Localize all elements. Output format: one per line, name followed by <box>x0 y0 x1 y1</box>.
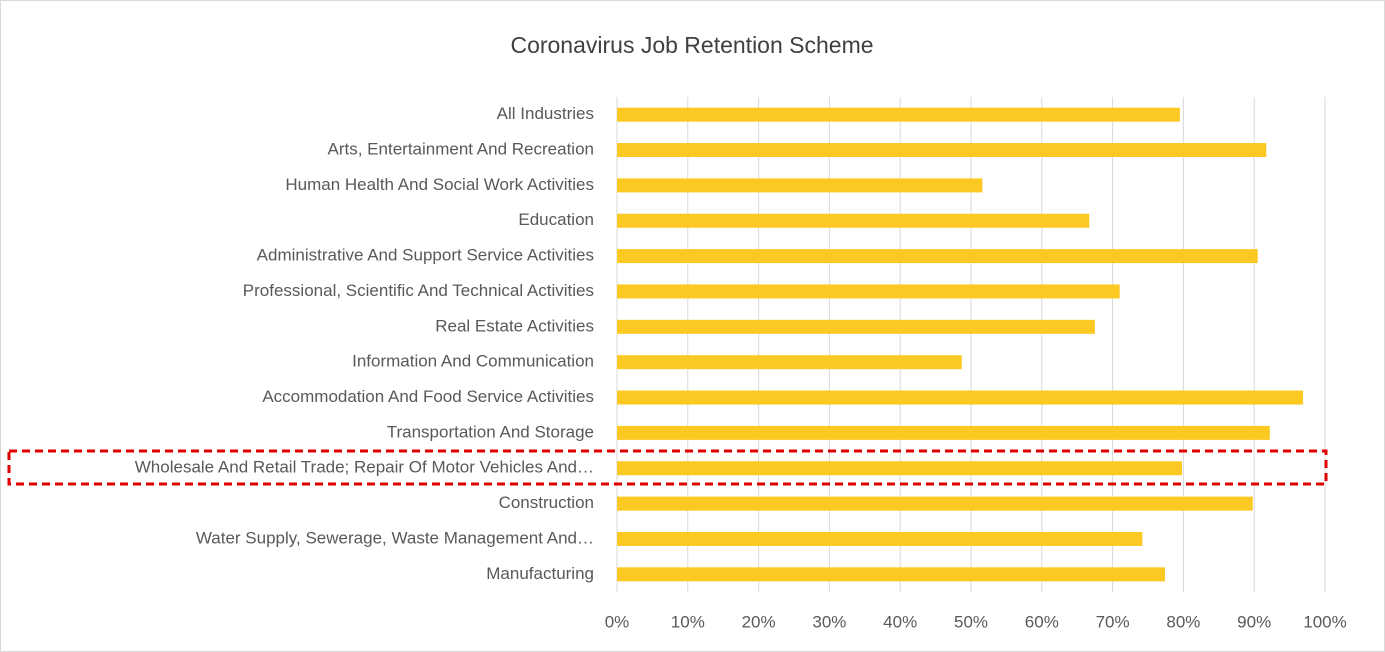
bar <box>617 496 1253 511</box>
x-tick-label: 30% <box>812 612 846 631</box>
x-tick-label: 10% <box>671 612 705 631</box>
x-tick-label: 100% <box>1303 612 1346 631</box>
y-tick-label: Water Supply, Sewerage, Waste Management… <box>196 528 594 547</box>
y-tick-label: Education <box>518 210 594 229</box>
x-tick-label: 40% <box>883 612 917 631</box>
chart-title: Coronavirus Job Retention Scheme <box>510 32 873 58</box>
bar <box>617 143 1267 158</box>
bar <box>617 567 1165 582</box>
bar <box>617 355 962 370</box>
bar <box>617 461 1182 476</box>
x-tick-label: 90% <box>1237 612 1271 631</box>
x-tick-label: 50% <box>954 612 988 631</box>
y-tick-label: Transportation And Storage <box>387 422 594 441</box>
bar <box>617 425 1270 440</box>
x-tick-label: 70% <box>1096 612 1130 631</box>
y-tick-label: Arts, Entertainment And Recreation <box>328 140 594 159</box>
bar <box>617 178 983 193</box>
y-tick-label: Administrative And Support Service Activ… <box>257 246 594 265</box>
bar <box>617 319 1095 334</box>
y-tick-label: Real Estate Activities <box>435 316 594 335</box>
bar <box>617 213 1090 228</box>
y-tick-label: Construction <box>499 493 594 512</box>
bar <box>617 249 1258 264</box>
highlight-box <box>7 449 1328 486</box>
bar <box>617 531 1143 546</box>
y-tick-label: Manufacturing <box>486 564 594 583</box>
y-tick-label: Information And Communication <box>352 352 594 371</box>
x-tick-label: 60% <box>1025 612 1059 631</box>
x-tick-label: 0% <box>605 612 630 631</box>
y-tick-label: Human Health And Social Work Activities <box>285 175 594 194</box>
bar <box>617 284 1120 299</box>
y-tick-label: Accommodation And Food Service Activitie… <box>262 387 594 406</box>
x-tick-label: 20% <box>742 612 776 631</box>
x-tick-label: 80% <box>1166 612 1200 631</box>
y-tick-label: All Industries <box>497 104 594 123</box>
bar <box>617 107 1180 122</box>
y-tick-label: Wholesale And Retail Trade; Repair Of Mo… <box>135 458 594 477</box>
y-tick-label: Professional, Scientific And Technical A… <box>243 281 594 300</box>
bar <box>617 390 1304 405</box>
